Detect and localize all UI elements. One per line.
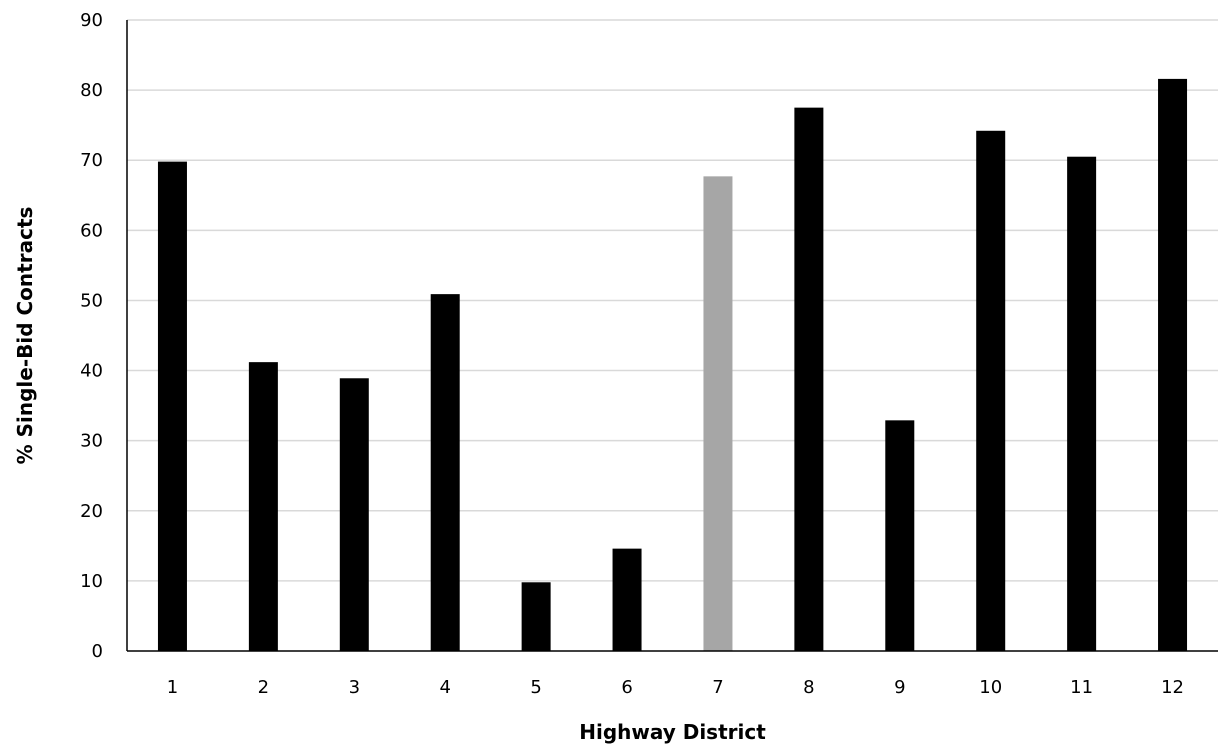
y-tick-label: 80 bbox=[80, 80, 103, 101]
bar-district-10 bbox=[976, 130, 1006, 651]
y-tick-label: 20 bbox=[80, 501, 103, 522]
bar-district-8 bbox=[794, 107, 824, 651]
x-tick-label: 11 bbox=[1070, 677, 1093, 698]
bar-district-9 bbox=[885, 420, 915, 651]
x-tick-label: 2 bbox=[258, 677, 269, 698]
bar-district-2 bbox=[248, 362, 278, 651]
x-tick-label: 5 bbox=[530, 677, 541, 698]
x-axis-title: Highway District bbox=[579, 720, 766, 744]
y-tick-label: 50 bbox=[80, 290, 103, 311]
x-tick-labels: 1 2 3 4 5 6 7 8 9 10 11 12 bbox=[167, 677, 1184, 698]
bar-district-4 bbox=[430, 294, 460, 651]
x-tick-label: 3 bbox=[349, 677, 360, 698]
x-tick-label: 6 bbox=[621, 677, 632, 698]
x-tick-label: 9 bbox=[894, 677, 905, 698]
x-tick-label: 8 bbox=[803, 677, 814, 698]
y-tick-label: 0 bbox=[92, 641, 103, 662]
axes bbox=[126, 20, 1218, 652]
x-tick-label: 12 bbox=[1161, 677, 1184, 698]
x-tick-label: 4 bbox=[439, 677, 450, 698]
y-tick-label: 70 bbox=[80, 150, 103, 171]
y-tick-labels: 0 10 20 30 40 50 60 70 80 90 bbox=[80, 10, 103, 662]
bar-district-7 bbox=[703, 176, 733, 651]
x-tick-label: 1 bbox=[167, 677, 178, 698]
gridlines bbox=[127, 19, 1218, 582]
x-tick-label: 10 bbox=[979, 677, 1002, 698]
y-tick-label: 10 bbox=[80, 571, 103, 592]
bar-district-12 bbox=[1158, 78, 1188, 652]
bar-district-3 bbox=[339, 378, 369, 651]
y-tick-label: 90 bbox=[80, 10, 103, 31]
bar-district-11 bbox=[1067, 156, 1097, 651]
bar-district-1 bbox=[157, 161, 187, 651]
bar-district-6 bbox=[612, 548, 642, 651]
x-tick-label: 7 bbox=[712, 677, 723, 698]
bar-district-5 bbox=[521, 582, 551, 651]
y-tick-label: 60 bbox=[80, 220, 103, 241]
y-axis-title: % Single-Bid Contracts bbox=[13, 207, 37, 465]
y-tick-label: 40 bbox=[80, 361, 103, 382]
bars bbox=[157, 78, 1188, 652]
y-tick-label: 30 bbox=[80, 431, 103, 452]
